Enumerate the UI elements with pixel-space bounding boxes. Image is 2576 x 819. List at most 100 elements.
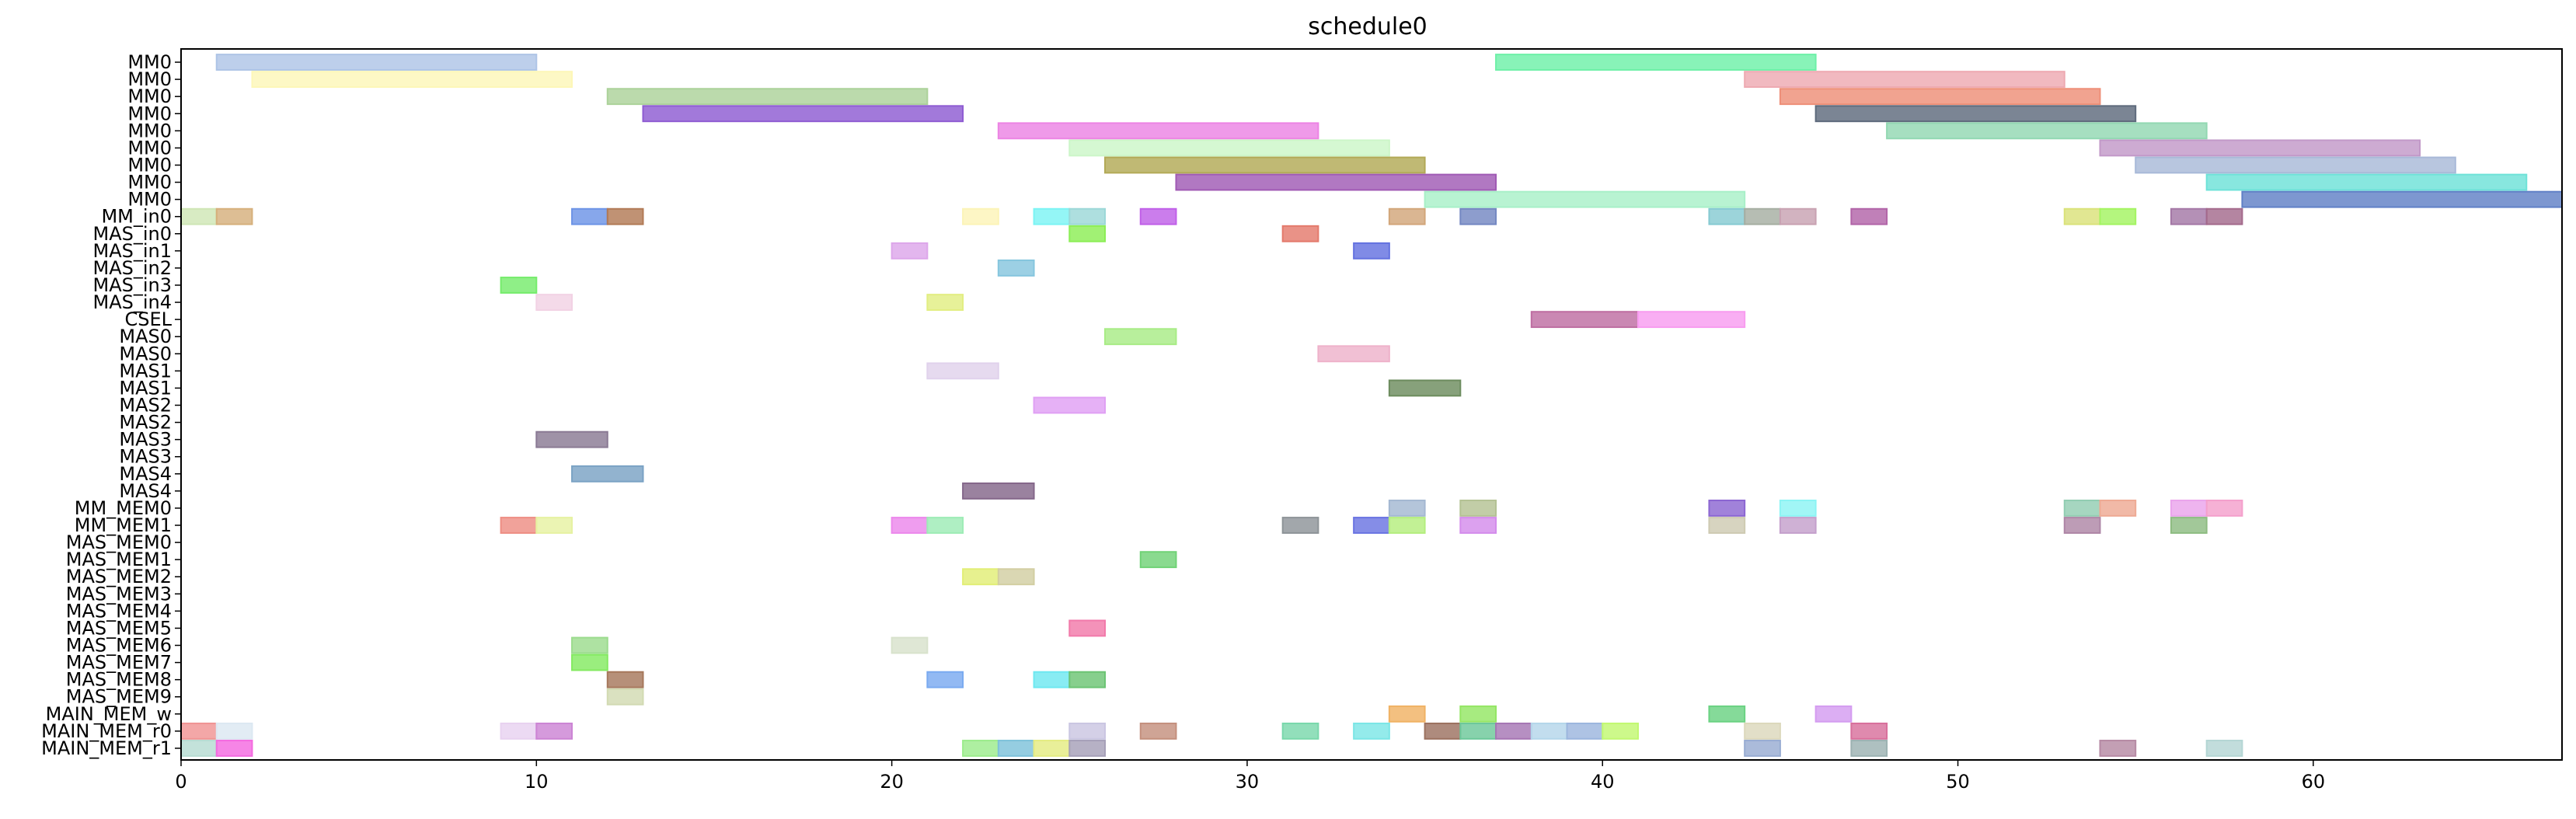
row-labels: MM0MM0MM0MM0MM0MM0MM0MM0MM0MM_in0MAS_in0… — [41, 51, 181, 759]
task-bar-72 — [2063, 517, 2101, 534]
x-tick-label-0: 0 — [175, 771, 186, 793]
row-label-8: MM0 — [127, 189, 172, 211]
row-label-9: MM_in0 — [101, 206, 172, 228]
task-bar-32 — [2063, 207, 2101, 225]
task-bar-97 — [1353, 722, 1390, 740]
row-label-10: MAS_in0 — [92, 223, 172, 245]
row-label-18: MAS1 — [119, 360, 172, 382]
task-bar-99 — [1459, 722, 1497, 740]
task-bar-106 — [180, 740, 218, 757]
task-bar-4 — [606, 88, 929, 106]
task-bar-1 — [1495, 54, 1817, 71]
task-bar-101 — [1530, 722, 1568, 740]
task-bar-15 — [2205, 173, 2528, 191]
task-bar-105 — [1850, 722, 1888, 740]
task-bar-35 — [2205, 207, 2243, 225]
task-bar-114 — [2099, 740, 2137, 757]
task-bar-41 — [500, 277, 538, 294]
task-bar-36 — [1068, 225, 1107, 242]
task-bar-11 — [2099, 139, 2421, 157]
row-label-38: MAIN_MEM_w — [46, 703, 172, 725]
task-bar-21 — [606, 207, 644, 225]
task-bar-16 — [1424, 190, 1746, 208]
row-label-39: MAIN_MEM_r0 — [41, 720, 172, 742]
row-label-20: MAS2 — [119, 395, 172, 416]
task-bar-30 — [1779, 207, 1817, 225]
row-label-11: MAS_in1 — [92, 240, 172, 262]
row-label-36: MAS_MEM8 — [66, 669, 172, 691]
x-tick-label-5: 50 — [1946, 771, 1970, 793]
row-label-26: MM_MEM0 — [75, 497, 172, 519]
task-bar-73 — [2170, 517, 2208, 534]
task-bar-88 — [1708, 705, 1746, 723]
task-bar-55 — [1459, 500, 1497, 517]
task-bar-64 — [891, 517, 929, 534]
task-bar-40 — [997, 259, 1035, 277]
task-bar-39 — [1353, 242, 1390, 260]
row-label-0: MM0 — [127, 51, 172, 73]
task-bar-42 — [535, 294, 573, 311]
task-bar-20 — [571, 207, 608, 225]
x-tick-label-4: 40 — [1591, 771, 1615, 793]
task-bar-95 — [1139, 722, 1177, 740]
row-label-14: MAS_in4 — [92, 291, 172, 313]
row-label-6: MM0 — [127, 154, 172, 176]
row-label-4: MM0 — [127, 120, 172, 141]
row-label-17: MAS0 — [119, 343, 172, 364]
task-bar-43 — [926, 294, 964, 311]
task-bar-2 — [251, 71, 573, 89]
task-bar-0 — [215, 54, 538, 71]
task-bar-76 — [997, 568, 1035, 586]
task-bar-96 — [1281, 722, 1319, 740]
task-bar-70 — [1708, 517, 1746, 534]
task-bar-56 — [1708, 500, 1746, 517]
task-bar-8 — [997, 122, 1319, 140]
task-bar-93 — [535, 722, 573, 740]
row-label-30: MAS_MEM2 — [66, 566, 172, 587]
task-bar-12 — [1104, 156, 1426, 174]
task-bar-115 — [2205, 740, 2243, 757]
row-label-2: MM0 — [127, 85, 172, 107]
row-label-24: MAS4 — [119, 463, 172, 485]
x-tick-label-3: 30 — [1236, 771, 1260, 793]
task-bar-74 — [1139, 551, 1177, 569]
task-bar-26 — [1388, 207, 1426, 225]
task-bar-23 — [1033, 207, 1071, 225]
task-bar-14 — [1175, 173, 1497, 191]
task-bar-68 — [1388, 517, 1426, 534]
task-bar-79 — [891, 636, 929, 654]
task-bar-49 — [1388, 379, 1462, 397]
task-bar-47 — [1317, 345, 1390, 363]
task-bar-46 — [1104, 328, 1177, 346]
task-bar-98 — [1424, 722, 1462, 740]
task-bar-110 — [1033, 740, 1071, 757]
task-bar-94 — [1068, 722, 1107, 740]
task-bar-10 — [1068, 139, 1390, 157]
row-label-23: MAS3 — [119, 446, 172, 468]
task-bar-104 — [1744, 722, 1781, 740]
task-bar-17 — [2241, 190, 2564, 208]
task-bar-50 — [1033, 396, 1107, 414]
task-bar-61 — [2205, 500, 2243, 517]
row-label-35: MAS_MEM7 — [66, 652, 172, 674]
task-bar-13 — [2135, 156, 2456, 174]
task-bar-62 — [500, 517, 538, 534]
task-bar-65 — [926, 517, 964, 534]
task-bar-19 — [215, 207, 253, 225]
task-bar-80 — [571, 653, 608, 671]
task-bar-69 — [1459, 517, 1497, 534]
task-bar-58 — [2063, 500, 2101, 517]
task-bar-27 — [1459, 207, 1497, 225]
task-bar-89 — [1814, 705, 1853, 723]
row-label-25: MAS4 — [119, 480, 172, 502]
row-label-15: CSEL — [124, 308, 172, 330]
row-label-21: MAS2 — [119, 412, 172, 434]
task-bar-77 — [1068, 619, 1107, 637]
task-bar-6 — [642, 105, 964, 123]
task-bar-22 — [962, 207, 999, 225]
task-bar-5 — [1779, 88, 2101, 106]
task-bar-51 — [535, 430, 608, 448]
task-bar-81 — [606, 671, 644, 688]
task-bar-34 — [2170, 207, 2208, 225]
task-bar-111 — [1068, 740, 1107, 757]
